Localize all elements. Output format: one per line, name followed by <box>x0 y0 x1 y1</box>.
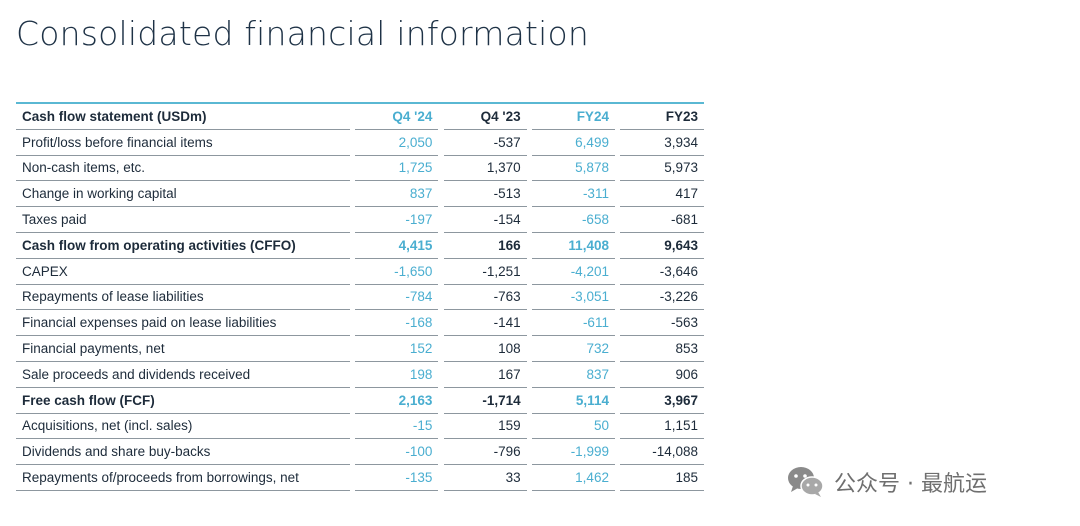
cell-q4-23: 159 <box>443 413 527 440</box>
row-label: Free cash flow (FCF) <box>16 387 351 414</box>
cell-q4-23: 33 <box>443 464 527 491</box>
row-label: Repayments of lease liabilities <box>16 284 351 311</box>
cell-q4-24: -784 <box>355 284 439 311</box>
cell-q4-23: -141 <box>443 309 527 337</box>
row-label: Repayments of/proceeds from borrowings, … <box>16 464 351 491</box>
cell-q4-24: 837 <box>355 180 439 208</box>
cell-fy23: 1,151 <box>620 413 704 440</box>
row-label: CAPEX <box>16 258 351 285</box>
cell-q4-23: -154 <box>443 206 527 233</box>
table-row: CAPEX -1,650 -1,251 -4,201 -3,646 <box>16 258 704 285</box>
cell-q4-24: 2,163 <box>355 387 439 414</box>
cell-q4-23: -537 <box>443 129 527 156</box>
row-label: Cash flow from operating activities (CFF… <box>16 232 351 259</box>
cell-q4-24: 1,725 <box>355 155 439 182</box>
cell-fy24: 6,499 <box>531 129 615 156</box>
cell-q4-23: 166 <box>443 232 527 259</box>
page-title: Consolidated financial information <box>16 14 590 53</box>
table-row: Taxes paid -197 -154 -658 -681 <box>16 206 704 233</box>
cell-q4-24: -1,650 <box>355 258 439 285</box>
table-header-row: Cash flow statement (USDm) Q4 '24 Q4 '23… <box>16 103 704 130</box>
cell-fy23: -14,088 <box>620 438 704 466</box>
cell-fy23: 3,934 <box>620 129 704 156</box>
cell-fy23: -563 <box>620 309 704 337</box>
table-row: Dividends and share buy-backs -100 -796 -1,… <box>16 438 704 466</box>
table-row: Sale proceeds and dividends received 198 1… <box>16 361 704 388</box>
watermark: 公众号 · 最航运 <box>786 464 987 500</box>
cell-q4-23: 108 <box>443 335 527 362</box>
row-label: Taxes paid <box>16 206 351 233</box>
cell-fy23: 3,967 <box>620 387 704 414</box>
table-row: Repayments of/proceeds from borrowings, … <box>16 464 704 491</box>
cell-q4-23: -513 <box>443 180 527 208</box>
cell-q4-24: -168 <box>355 309 439 337</box>
row-label: Acquisitions, net (incl. sales) <box>16 413 351 440</box>
table-row: Free cash flow (FCF) 2,163 -1,714 5,114 3,96… <box>16 387 704 414</box>
row-label: Non-cash items, etc. <box>16 155 351 182</box>
cell-q4-23: -1,251 <box>443 258 527 285</box>
header-fy24: FY24 <box>531 103 615 130</box>
cell-q4-24: 152 <box>355 335 439 362</box>
row-label: Financial expenses paid on lease liabili… <box>16 309 351 337</box>
cell-fy24: -1,999 <box>531 438 615 466</box>
header-q4-24: Q4 '24 <box>355 103 439 130</box>
cell-fy24: -3,051 <box>531 284 615 311</box>
cell-fy24: -311 <box>531 180 615 208</box>
cell-fy23: 5,973 <box>620 155 704 182</box>
cell-fy24: 837 <box>531 361 615 388</box>
cell-fy24: 50 <box>531 413 615 440</box>
cell-q4-23: -1,714 <box>443 387 527 414</box>
cell-fy24: 5,114 <box>531 387 615 414</box>
row-label: Change in working capital <box>16 180 351 208</box>
cell-q4-24: 198 <box>355 361 439 388</box>
cell-fy23: -681 <box>620 206 704 233</box>
table-row: Change in working capital 837 -513 -311 417 <box>16 180 704 208</box>
cell-q4-24: -197 <box>355 206 439 233</box>
table-row: Acquisitions, net (incl. sales) -15 159 50 1… <box>16 413 704 440</box>
cell-fy23: -3,226 <box>620 284 704 311</box>
table-row: Cash flow from operating activities (CFF… <box>16 232 704 259</box>
table-row: Repayments of lease liabilities -784 -763-… <box>16 284 704 311</box>
cell-fy24: 1,462 <box>531 464 615 491</box>
table-row: Profit/loss before financial items 2,050-… <box>16 129 704 156</box>
row-label: Profit/loss before financial items <box>16 129 351 156</box>
cell-q4-24: -15 <box>355 413 439 440</box>
wechat-icon <box>788 467 824 497</box>
cash-flow-table: Cash flow statement (USDm) Q4 '24 Q4 '23… <box>16 102 704 491</box>
row-label: Financial payments, net <box>16 335 351 362</box>
cell-fy23: 417 <box>620 180 704 208</box>
header-label: Cash flow statement (USDm) <box>16 103 351 130</box>
header-q4-23: Q4 '23 <box>443 103 527 130</box>
cell-q4-23: 1,370 <box>443 155 527 182</box>
cell-q4-23: -763 <box>443 284 527 311</box>
cell-fy24: 732 <box>531 335 615 362</box>
cell-fy23: -3,646 <box>620 258 704 285</box>
cell-fy24: -611 <box>531 309 615 337</box>
cell-fy24: -4,201 <box>531 258 615 285</box>
cell-fy24: 5,878 <box>531 155 615 182</box>
cell-q4-24: -135 <box>355 464 439 491</box>
cell-q4-23: -796 <box>443 438 527 466</box>
cell-q4-24: -100 <box>355 438 439 466</box>
table-row: Financial payments, net 152 108 732 853 <box>16 335 704 362</box>
cell-fy24: -658 <box>531 206 615 233</box>
header-fy23: FY23 <box>620 103 704 130</box>
cell-q4-24: 2,050 <box>355 129 439 156</box>
watermark-text: 公众号 · 最航运 <box>834 472 987 497</box>
table-row: Non-cash items, etc. 1,725 1,370 5,878 5,973 <box>16 155 704 182</box>
cell-fy23: 185 <box>620 464 704 491</box>
cell-fy23: 906 <box>620 361 704 388</box>
row-label: Sale proceeds and dividends received <box>16 361 351 388</box>
cell-fy24: 11,408 <box>531 232 615 259</box>
cell-q4-24: 4,415 <box>355 232 439 259</box>
table-row: Financial expenses paid on lease liabili… <box>16 309 704 337</box>
cell-fy23: 853 <box>620 335 704 362</box>
cell-q4-23: 167 <box>443 361 527 388</box>
cell-fy23: 9,643 <box>620 232 704 259</box>
row-label: Dividends and share buy-backs <box>16 438 351 466</box>
